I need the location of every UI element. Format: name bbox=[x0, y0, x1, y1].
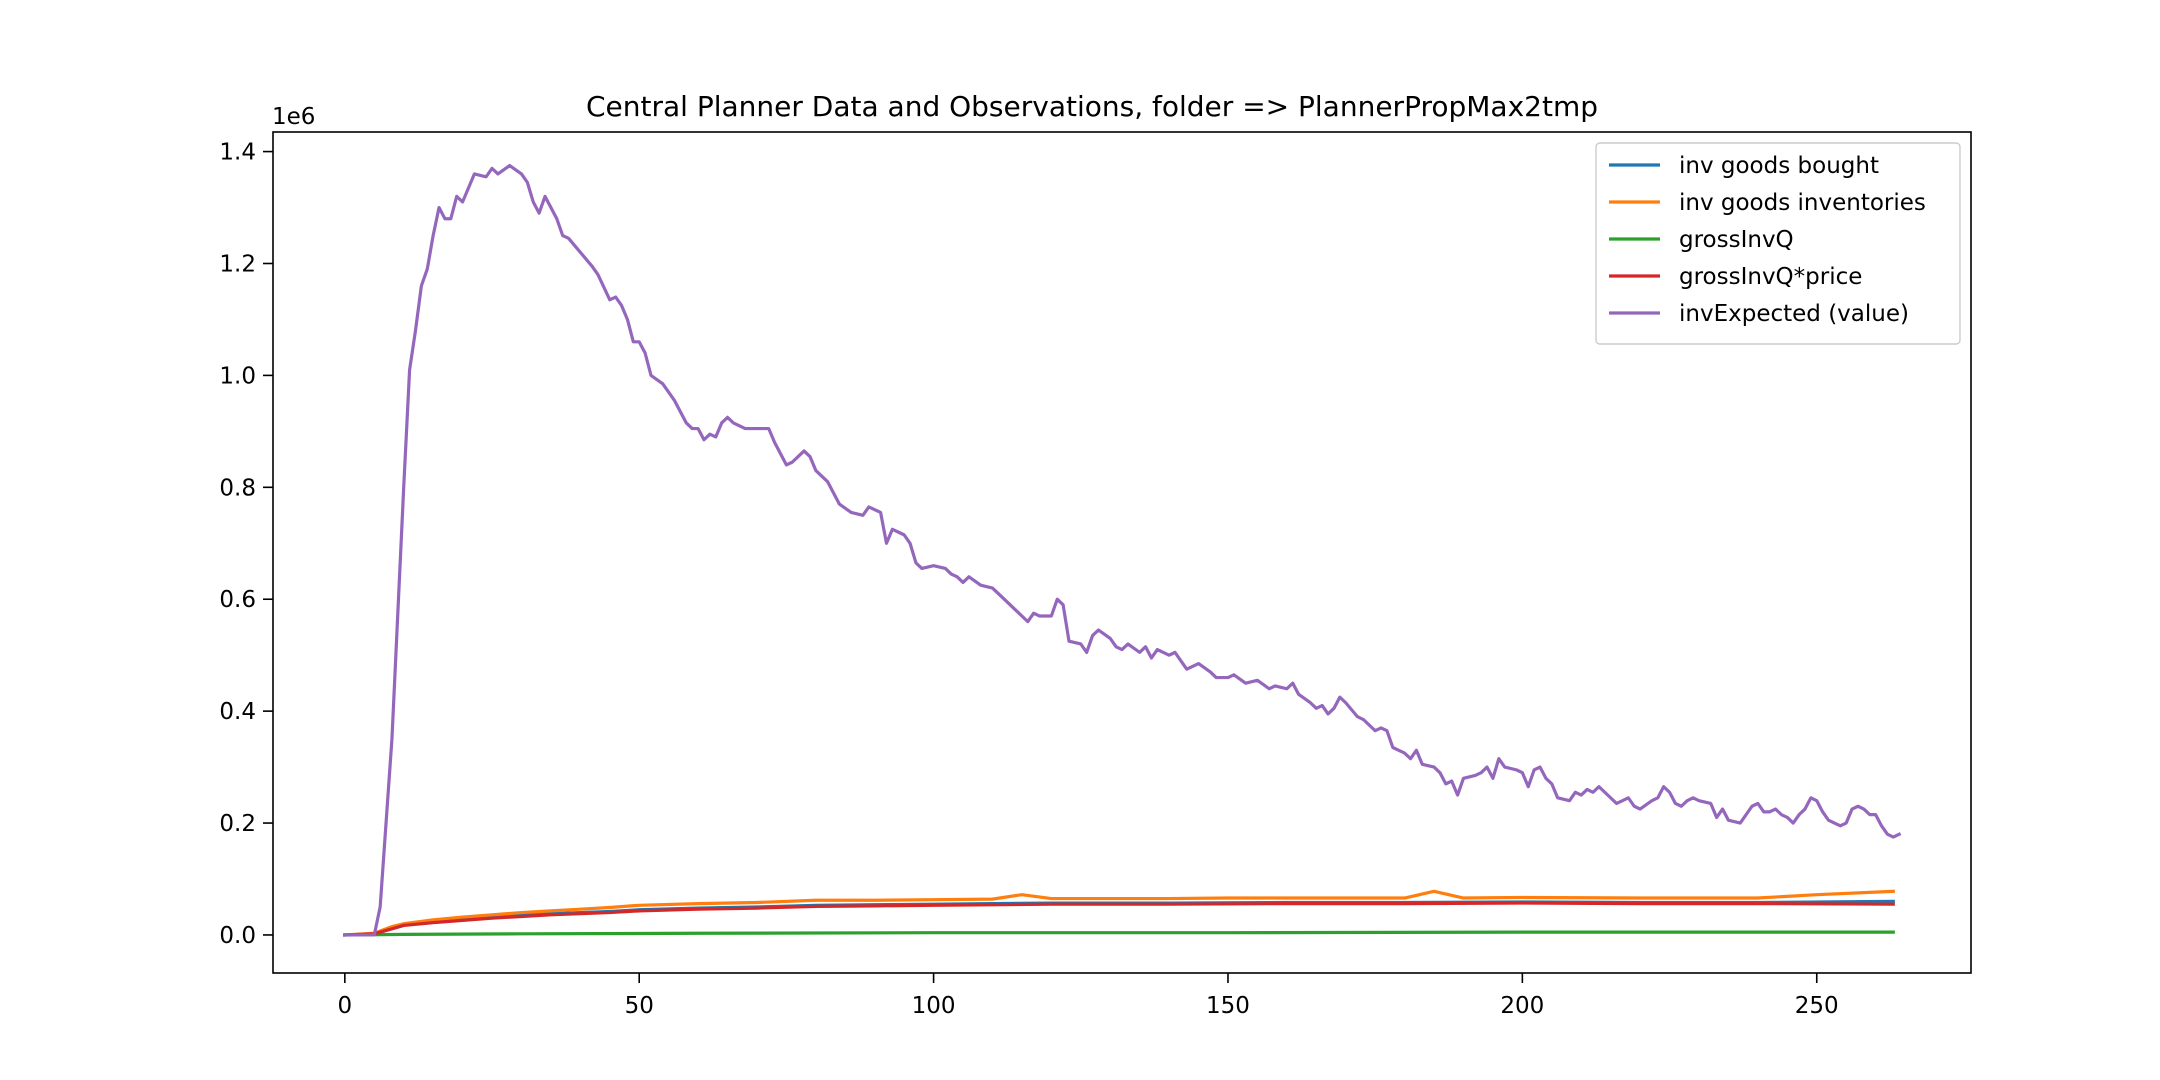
y-tick-label: 1.0 bbox=[219, 363, 256, 389]
x-tick-label: 100 bbox=[912, 993, 956, 1019]
y-tick-label: 0.2 bbox=[219, 811, 256, 837]
plot-area bbox=[343, 163, 1902, 937]
y-tick-label: 0.8 bbox=[219, 475, 256, 501]
series-line-2 bbox=[343, 930, 1895, 937]
legend-label: invExpected (value) bbox=[1679, 301, 1909, 327]
x-tick-label: 250 bbox=[1795, 993, 1839, 1019]
legend: inv goods bought inv goods inventories gro… bbox=[1595, 142, 1961, 345]
y-tick-label: 1.2 bbox=[219, 251, 256, 277]
y-tick-label: 0.4 bbox=[219, 699, 256, 725]
y-tick-label: 1.4 bbox=[219, 140, 256, 166]
series-line-3 bbox=[343, 901, 1895, 937]
legend-label: inv goods bought bbox=[1679, 153, 1879, 179]
chart-title: Central Planner Data and Observations, f… bbox=[586, 90, 1598, 123]
y-tick-label: 0.0 bbox=[219, 923, 256, 949]
series-line-1 bbox=[343, 889, 1895, 937]
x-tick-label: 200 bbox=[1500, 993, 1544, 1019]
x-tick-label: 150 bbox=[1206, 993, 1250, 1019]
axes: 0 50 100 150 200 250 0.0 0.2 0.4 0.6 0.8 1.0 1.2 1.4 bbox=[219, 131, 1972, 1019]
y-axis-offset-label: 1e6 bbox=[272, 104, 315, 130]
axes-frame bbox=[272, 131, 1972, 974]
series-line-4 bbox=[343, 163, 1902, 937]
x-tick-label: 50 bbox=[625, 993, 654, 1019]
legend-label: inv goods inventories bbox=[1679, 190, 1926, 216]
legend-label: grossInvQ*price bbox=[1679, 264, 1862, 290]
y-tick-label: 0.6 bbox=[219, 587, 256, 613]
legend-box bbox=[1595, 142, 1961, 345]
x-tick-label: 0 bbox=[338, 993, 353, 1019]
legend-label: grossInvQ bbox=[1679, 227, 1794, 253]
